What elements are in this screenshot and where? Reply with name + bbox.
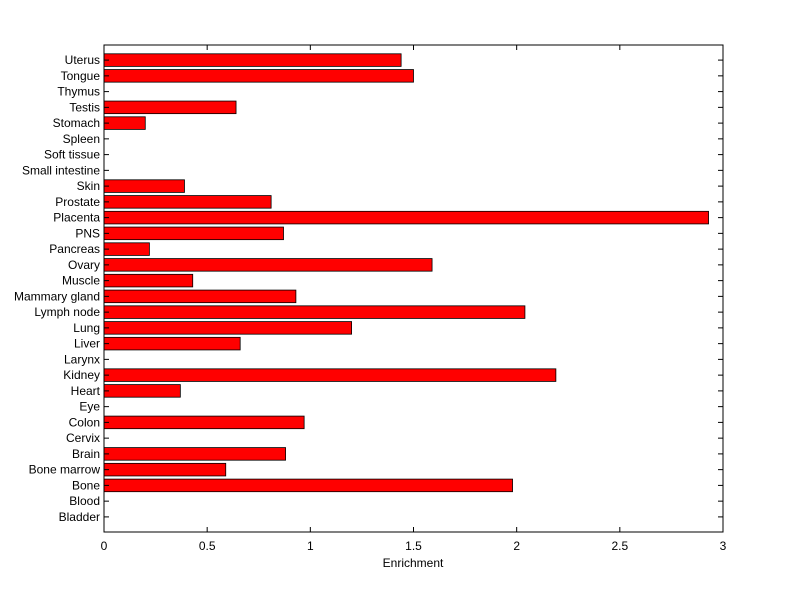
bar — [103, 100, 237, 115]
y-tick-label: Eye — [79, 400, 100, 414]
y-tick-label: Thymus — [57, 85, 100, 99]
bar — [103, 210, 709, 225]
y-tick-label: Lung — [73, 321, 100, 335]
y-tick-label: Tongue — [61, 69, 101, 83]
bar — [103, 195, 272, 209]
bar — [103, 368, 557, 382]
y-tick-label: Mammary gland — [14, 289, 100, 303]
bar — [103, 462, 227, 477]
y-tick-label: Ovary — [68, 258, 100, 272]
x-axis-label: Enrichment — [383, 556, 444, 570]
x-tick-label: 2.5 — [611, 539, 628, 553]
y-tick-label: Larynx — [64, 352, 100, 366]
bar — [103, 415, 305, 430]
y-tick-label: Placenta — [53, 211, 100, 225]
bar — [103, 289, 297, 304]
bar — [103, 53, 402, 67]
bar — [103, 447, 286, 461]
plot-frame — [103, 44, 724, 533]
bar — [103, 242, 150, 256]
y-tick-label: Blood — [69, 494, 100, 508]
bar — [103, 226, 284, 241]
y-tick-label: Stomach — [53, 116, 100, 130]
y-tick-label: Colon — [69, 415, 100, 429]
y-tick-label: Kidney — [63, 368, 100, 382]
x-tick-label: 1 — [307, 539, 314, 553]
bar — [103, 273, 194, 288]
y-tick-label: Pancreas — [49, 242, 100, 256]
y-tick-label: Uterus — [65, 53, 100, 67]
bar — [103, 336, 241, 351]
y-tick-label: Testis — [69, 100, 100, 114]
y-tick-label: Prostate — [55, 195, 100, 209]
y-tick-label: Spleen — [63, 132, 100, 146]
y-tick-label: Soft tissue — [44, 148, 100, 162]
x-tick-label: 3 — [720, 539, 727, 553]
bar — [103, 305, 526, 319]
bar — [103, 179, 185, 193]
x-tick-label: 1.5 — [405, 539, 422, 553]
bar — [103, 116, 146, 130]
y-tick-label: Skin — [77, 179, 100, 193]
bar — [103, 258, 433, 272]
y-tick-label: Cervix — [66, 431, 100, 445]
y-tick-label: Lymph node — [34, 305, 100, 319]
bar — [103, 321, 353, 335]
y-tick-label: Bone marrow — [29, 463, 101, 477]
x-tick-label: 0 — [101, 539, 108, 553]
y-tick-label: Bone — [72, 478, 100, 492]
y-tick-label: PNS — [75, 226, 100, 240]
y-tick-label: Brain — [72, 447, 100, 461]
x-tick-label: 0.5 — [199, 539, 216, 553]
y-tick-label: Muscle — [62, 274, 100, 288]
bar — [103, 384, 181, 398]
y-tick-label: Bladder — [59, 510, 100, 524]
x-tick-label: 2 — [513, 539, 520, 553]
bar — [103, 69, 414, 83]
y-tick-label: Heart — [71, 384, 101, 398]
y-tick-label: Small intestine — [22, 163, 100, 177]
y-tick-label: Liver — [74, 337, 100, 351]
bar — [103, 478, 513, 493]
